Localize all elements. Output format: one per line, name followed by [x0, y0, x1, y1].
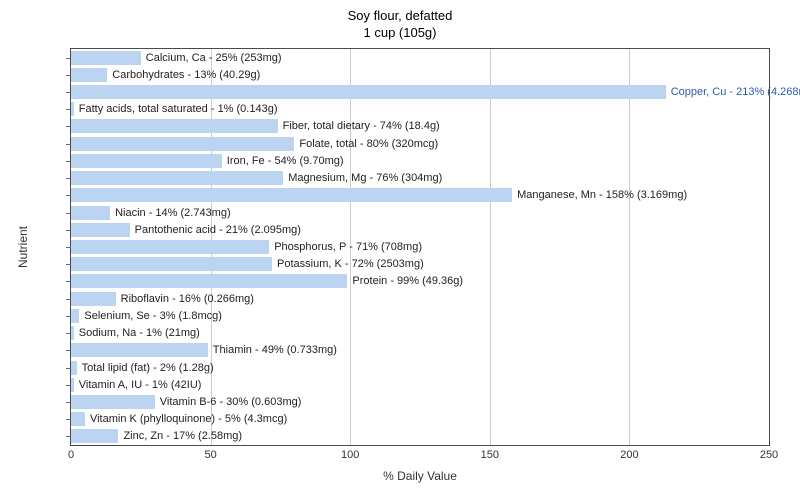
- nutrient-bar: [71, 343, 208, 357]
- nutrient-bar: [71, 188, 512, 202]
- nutrient-bar-label: Pantothenic acid - 21% (2.095mg): [130, 223, 301, 237]
- nutrient-bar: [71, 68, 107, 82]
- nutrient-bar: [71, 137, 294, 151]
- nutrient-bar-label: Folate, total - 80% (320mcg): [294, 137, 438, 151]
- nutrient-bar: [71, 51, 141, 65]
- title-line2: 1 cup (105g): [364, 25, 437, 40]
- nutrient-bar-label: Vitamin A, IU - 1% (42IU): [74, 378, 202, 392]
- nutrient-bar: [71, 309, 79, 323]
- nutrient-bar-label: Zinc, Zn - 17% (2.58mg): [118, 429, 242, 443]
- nutrient-bar: [71, 429, 118, 443]
- nutrient-bar: [71, 85, 666, 99]
- x-tick-label: 150: [481, 449, 499, 461]
- x-tick-label: 50: [204, 449, 216, 461]
- nutrient-bar: [71, 292, 116, 306]
- nutrient-bar: [71, 171, 283, 185]
- gridline: [629, 49, 630, 445]
- y-axis-label: Nutrient: [16, 226, 30, 268]
- nutrient-bar: [71, 240, 269, 254]
- nutrient-bar-label: Protein - 99% (49.36g): [347, 274, 463, 288]
- nutrient-bar-label: Selenium, Se - 3% (1.8mcg): [79, 309, 222, 323]
- nutrient-bar-label: Carbohydrates - 13% (40.29g): [107, 68, 260, 82]
- nutrient-bar-label: Iron, Fe - 54% (9.70mg): [222, 154, 344, 168]
- x-axis-label: % Daily Value: [383, 469, 457, 483]
- nutrient-bar-label: Magnesium, Mg - 76% (304mg): [283, 171, 442, 185]
- nutrient-bar-label: Vitamin K (phylloquinone) - 5% (4.3mcg): [85, 412, 287, 426]
- nutrient-bar: [71, 257, 272, 271]
- nutrient-bar-label: Thiamin - 49% (0.733mg): [208, 343, 337, 357]
- nutrient-bar-label: Sodium, Na - 1% (21mg): [74, 326, 200, 340]
- nutrient-bar-label: Total lipid (fat) - 2% (1.28g): [77, 361, 214, 375]
- x-tick-label: 100: [341, 449, 359, 461]
- nutrient-bar-label: Manganese, Mn - 158% (3.169mg): [512, 188, 687, 202]
- nutrient-bar-label: Riboflavin - 16% (0.266mg): [116, 292, 254, 306]
- nutrient-bar: [71, 223, 130, 237]
- chart-title: Soy flour, defatted 1 cup (105g): [0, 8, 800, 42]
- nutrient-bar-label: Fatty acids, total saturated - 1% (0.143…: [74, 102, 278, 116]
- nutrient-bar-label: Calcium, Ca - 25% (253mg): [141, 51, 282, 65]
- nutrient-bar: [71, 395, 155, 409]
- nutrient-bar-label: Vitamin B-6 - 30% (0.603mg): [155, 395, 302, 409]
- nutrient-bar-label: Niacin - 14% (2.743mg): [110, 206, 231, 220]
- x-tick-label: 250: [760, 449, 778, 461]
- nutrient-chart: Soy flour, defatted 1 cup (105g) Nutrien…: [0, 0, 800, 500]
- x-tick-label: 200: [620, 449, 638, 461]
- nutrient-bar-label: Fiber, total dietary - 74% (18.4g): [278, 119, 440, 133]
- nutrient-bar: [71, 206, 110, 220]
- nutrient-bar-label: Phosphorus, P - 71% (708mg): [269, 240, 422, 254]
- nutrient-bar: [71, 412, 85, 426]
- nutrient-bar-label: Potassium, K - 72% (2503mg): [272, 257, 424, 271]
- nutrient-bar: [71, 154, 222, 168]
- nutrient-bar: [71, 119, 278, 133]
- x-tick-label: 0: [68, 449, 74, 461]
- gridline: [490, 49, 491, 445]
- nutrient-bar: [71, 274, 347, 288]
- title-line1: Soy flour, defatted: [348, 8, 453, 23]
- nutrient-bar-label: Copper, Cu - 213% (4.268mg): [666, 85, 800, 99]
- plot-area: Nutrient % Daily Value 050100150200250Ca…: [70, 48, 770, 446]
